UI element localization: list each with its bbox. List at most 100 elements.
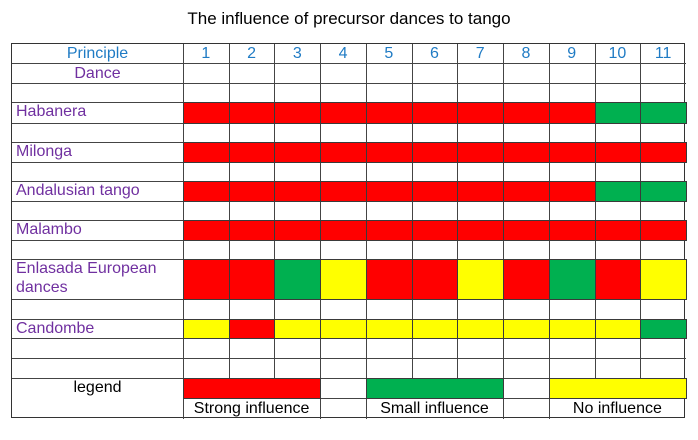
- influence-cell-R: [457, 102, 505, 124]
- principle-number: 4: [338, 45, 348, 62]
- influence-cell-R: [640, 142, 687, 163]
- column-divider: [594, 44, 596, 378]
- dance-label: Candombe: [16, 320, 95, 337]
- column-divider: [411, 44, 413, 378]
- influence-cell-R: [457, 220, 505, 241]
- influence-cell-Y: [548, 319, 596, 339]
- influence-cell-R: [411, 102, 459, 124]
- row-divider: [12, 83, 686, 84]
- influence-cell-Y: [594, 319, 642, 339]
- principle-header: Principle: [66, 45, 129, 62]
- influence-cell-R: [411, 142, 459, 163]
- influence-cell-Y: [320, 259, 367, 300]
- influence-cell-G: [594, 102, 642, 124]
- column-divider: [548, 44, 550, 378]
- dance-label: Enlasada European dances: [16, 260, 157, 296]
- influence-cell-R: [365, 259, 413, 300]
- influence-cell-R: [503, 259, 550, 300]
- influence-cell-R: [548, 142, 596, 163]
- column-divider: [228, 44, 230, 378]
- influence-cell-R: [320, 220, 367, 241]
- influence-cell-R: [365, 102, 413, 124]
- row-divider: [12, 358, 686, 359]
- legend-swatch: [365, 378, 505, 399]
- influence-cell-R: [594, 259, 642, 300]
- influence-cell-R: [411, 181, 459, 202]
- influence-cell-R: [548, 220, 596, 241]
- principle-number: 7: [475, 45, 485, 62]
- influence-cell-G: [274, 259, 322, 300]
- principle-number: 3: [292, 45, 302, 62]
- principle-number: 8: [521, 45, 531, 62]
- principle-number: 9: [567, 45, 577, 62]
- dance-label: Malambo: [16, 221, 82, 238]
- influence-cell-R: [274, 102, 322, 124]
- influence-cell-Y: [457, 259, 505, 300]
- influence-cell-R: [274, 181, 322, 202]
- influence-cell-R: [411, 259, 459, 300]
- influence-cell-R: [228, 319, 276, 339]
- influence-cell-R: [365, 181, 413, 202]
- legend-swatch: [548, 378, 687, 399]
- dance-label: Andalusian tango: [16, 182, 140, 199]
- influence-cell-Y: [183, 319, 230, 339]
- influence-cell-R: [503, 102, 550, 124]
- influence-cell-R: [640, 220, 687, 241]
- influence-cell-R: [320, 102, 367, 124]
- dance-label: Habanera: [16, 103, 87, 120]
- influence-cell-R: [183, 181, 230, 202]
- row-divider: [12, 63, 686, 64]
- column-divider: [640, 44, 642, 378]
- column-divider: [503, 44, 505, 378]
- influence-cell-R: [183, 142, 230, 163]
- influence-cell-R: [503, 142, 550, 163]
- influence-cell-R: [228, 181, 276, 202]
- influence-cell-R: [457, 142, 505, 163]
- column-divider: [274, 44, 276, 378]
- influence-cell-R: [548, 102, 596, 124]
- influence-cell-R: [183, 220, 230, 241]
- legend-label: legend: [73, 379, 122, 396]
- influence-cell-R: [183, 259, 230, 300]
- influence-cell-Y: [274, 319, 322, 339]
- principle-number: 10: [608, 45, 627, 62]
- influence-cell-R: [320, 181, 367, 202]
- legend-item-label: Small influence: [380, 400, 489, 417]
- influence-table: 1 2 3 4 5 6 7 8 9 10 11 Principle Dance Habanera Milon…: [11, 43, 687, 419]
- influence-cell-G: [594, 181, 642, 202]
- influence-cell-R: [594, 142, 642, 163]
- influence-cell-R: [548, 181, 596, 202]
- dance-label: Milonga: [16, 143, 73, 160]
- column-divider: [457, 44, 459, 378]
- influence-cell-R: [274, 220, 322, 241]
- influence-cell-Y: [411, 319, 459, 339]
- dance-header: Dance: [74, 65, 121, 82]
- influence-cell-R: [274, 142, 322, 163]
- influence-cell-R: [228, 220, 276, 241]
- influence-cell-Y: [503, 319, 550, 339]
- column-divider: [365, 44, 367, 378]
- influence-cell-Y: [640, 259, 687, 300]
- influence-cell-G: [640, 319, 687, 339]
- influence-cell-R: [594, 220, 642, 241]
- influence-cell-Y: [320, 319, 367, 339]
- legend-item-label: No influence: [572, 400, 662, 417]
- influence-cell-Y: [365, 319, 413, 339]
- principle-number: 6: [430, 45, 439, 62]
- principle-number: 11: [654, 45, 672, 62]
- influence-cell-R: [503, 181, 550, 202]
- influence-cell-R: [320, 142, 367, 163]
- row-divider: [12, 378, 686, 379]
- influence-cell-G: [548, 259, 596, 300]
- legend-item-label: Strong influence: [193, 400, 310, 417]
- principle-number: 5: [384, 45, 394, 62]
- legend-swatch: [183, 378, 322, 399]
- influence-cell-R: [457, 181, 505, 202]
- column-divider: [320, 44, 322, 378]
- influence-cell-R: [365, 220, 413, 241]
- influence-cell-G: [640, 181, 687, 202]
- influence-cell-R: [228, 142, 276, 163]
- influence-cell-R: [411, 220, 459, 241]
- principle-number: 2: [247, 45, 257, 62]
- influence-cell-G: [640, 102, 687, 124]
